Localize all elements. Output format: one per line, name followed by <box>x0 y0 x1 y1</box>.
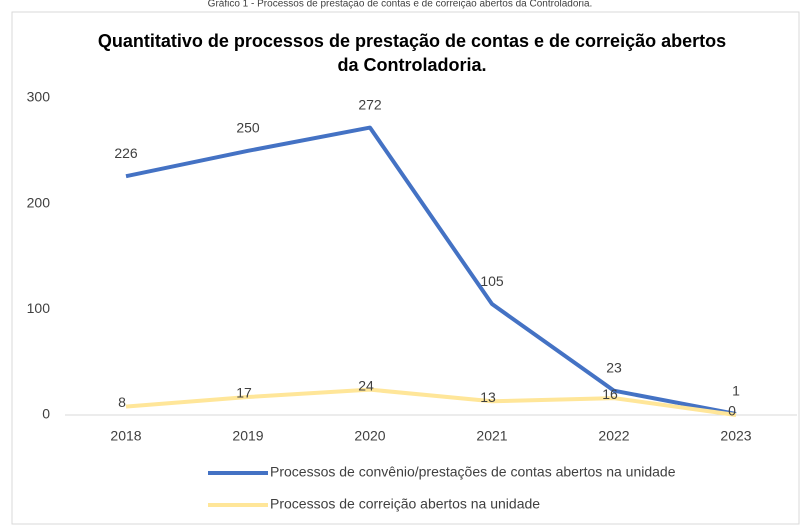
series-line <box>125 387 737 417</box>
legend-label: Processos de convênio/prestações de cont… <box>270 464 676 480</box>
data-label: 16 <box>602 386 618 402</box>
data-label: 250 <box>236 120 260 136</box>
x-tick-label: 2023 <box>720 428 751 444</box>
legend-label: Processos de correição abertos na unidad… <box>270 496 540 512</box>
data-label: 17 <box>236 385 252 401</box>
series-line <box>125 125 737 416</box>
y-tick-label: 300 <box>27 89 51 105</box>
data-label: 23 <box>606 359 622 375</box>
caption: Gráfico 1 - Processos de prestação de co… <box>208 0 593 10</box>
chart-title: Quantitativo de processos de prestação d… <box>98 31 726 51</box>
x-tick-label: 2022 <box>598 428 629 444</box>
y-tick-label: 0 <box>42 406 50 422</box>
data-label: 272 <box>358 96 382 112</box>
x-tick-label: 2018 <box>110 428 141 444</box>
data-label: 13 <box>480 389 496 405</box>
data-label: 226 <box>114 145 138 161</box>
x-tick-label: 2021 <box>476 428 507 444</box>
chart-border <box>11 11 800 525</box>
data-label: 8 <box>118 394 126 410</box>
data-label: 1 <box>732 383 740 399</box>
data-label: 24 <box>358 377 374 393</box>
chart-title: da Controladoria. <box>337 55 486 75</box>
x-tick-label: 2020 <box>354 428 385 444</box>
x-tick-label: 2019 <box>232 428 263 444</box>
y-tick-label: 100 <box>27 300 51 316</box>
data-label: 0 <box>728 403 736 419</box>
data-label: 105 <box>480 273 504 289</box>
y-tick-label: 200 <box>27 194 51 210</box>
